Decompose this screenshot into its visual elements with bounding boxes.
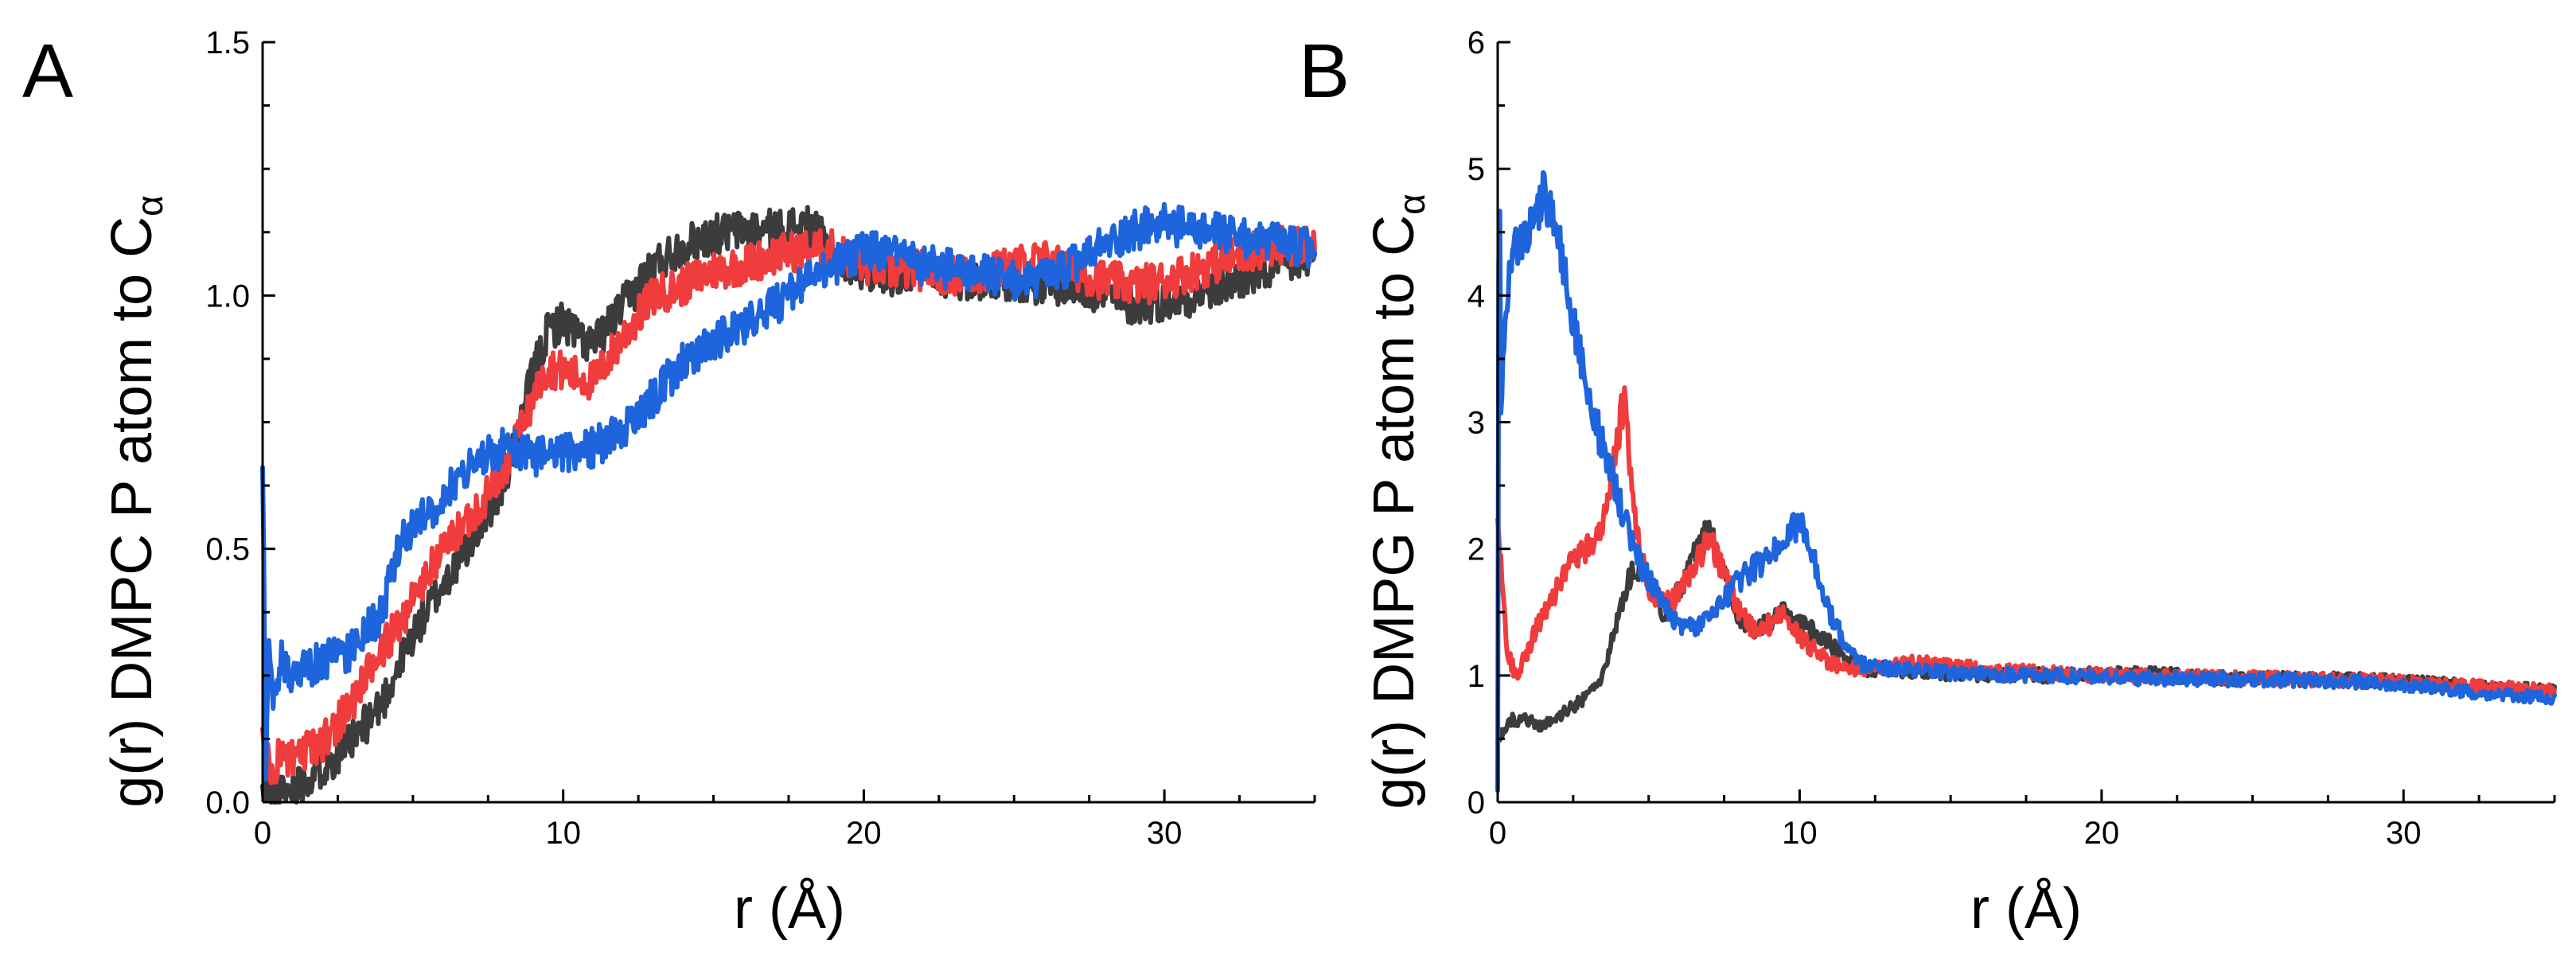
- panel-b-y-axis-title-main: g(r) DMPG P atom to C: [1362, 215, 1426, 809]
- panel-b-plot-area: 0 10 20 30 0 1 2 3 4 5 6: [1467, 25, 2557, 851]
- panel-b-y-axis-title-sub: α: [1391, 193, 1432, 215]
- panel-b-x-tick-label: 0: [1489, 816, 1506, 851]
- panel-b: B g(r) DMPG P atom to Cα 0 10 20 300123456 …: [1299, 25, 2557, 941]
- panel-a: A g(r) DMPC P atom to Cα 0 10 20 30 0.0 0.5 1.…: [22, 25, 1317, 941]
- panel-a-y-tick-label: 1.5: [205, 25, 250, 60]
- svg-text:g(r) DMPG P atom to Cα: g(r) DMPG P atom to Cα: [1362, 193, 1432, 809]
- panel-b-y-tick-label: 3: [1467, 406, 1485, 441]
- panel-b-y-tick-label: 1: [1467, 659, 1485, 694]
- panel-a-y-axis-title: g(r) DMPC P atom to Cα: [100, 195, 170, 807]
- panel-a-y-tick-label: 1.0: [205, 279, 250, 314]
- panel-a-y-axis-title-main: g(r) DMPC P atom to C: [100, 216, 164, 808]
- panel-a-y-tick-label: 0.0: [205, 785, 250, 821]
- panel-a-series-gray: [260, 205, 1317, 805]
- svg-text:g(r) DMPC P atom to Cα: g(r) DMPC P atom to Cα: [100, 195, 170, 807]
- panel-b-y-tick-label: 0: [1467, 785, 1485, 821]
- panel-a-y-axis-title-sub: α: [129, 195, 170, 216]
- panel-b-x-tick-label: 10: [1782, 816, 1818, 851]
- panel-b-x-tick-label: 20: [2084, 816, 2120, 851]
- panel-a-x-tick-label: 0: [254, 816, 271, 851]
- panel-a-plot-area: 0 10 20 30 0.0 0.5 1.0 1.5: [205, 25, 1317, 851]
- panel-a-x-axis-title: r (Å): [734, 877, 845, 941]
- panel-b-x-tick-label: 30: [2386, 816, 2422, 851]
- panel-b-series-blue: [1495, 170, 2557, 793]
- panel-a-x-tick-label: 30: [1147, 816, 1183, 851]
- panel-b-x-axis-title: r (Å): [1970, 877, 2082, 941]
- panel-a-series-red: [260, 224, 1317, 785]
- panel-b-y-tick-label: 6: [1467, 25, 1485, 60]
- panel-b-y-tick-label: 5: [1467, 152, 1485, 187]
- panel-b-series-gray: [1495, 520, 2557, 747]
- panel-a-letter: A: [22, 29, 73, 114]
- panel-a-series-blue: [260, 201, 1317, 782]
- panel-a-y-tick-label: 0.5: [205, 532, 250, 567]
- panel-b-y-axis-title: g(r) DMPG P atom to Cα: [1362, 193, 1432, 809]
- panel-a-x-tick-label: 10: [545, 816, 581, 851]
- panel-b-y-tick-label: 4: [1467, 279, 1485, 314]
- panel-b-y-tick-label: 2: [1467, 532, 1485, 567]
- panel-b-letter: B: [1299, 29, 1350, 114]
- panel-b-series-red: [1495, 385, 2557, 699]
- panel-a-x-tick-label: 20: [846, 816, 882, 851]
